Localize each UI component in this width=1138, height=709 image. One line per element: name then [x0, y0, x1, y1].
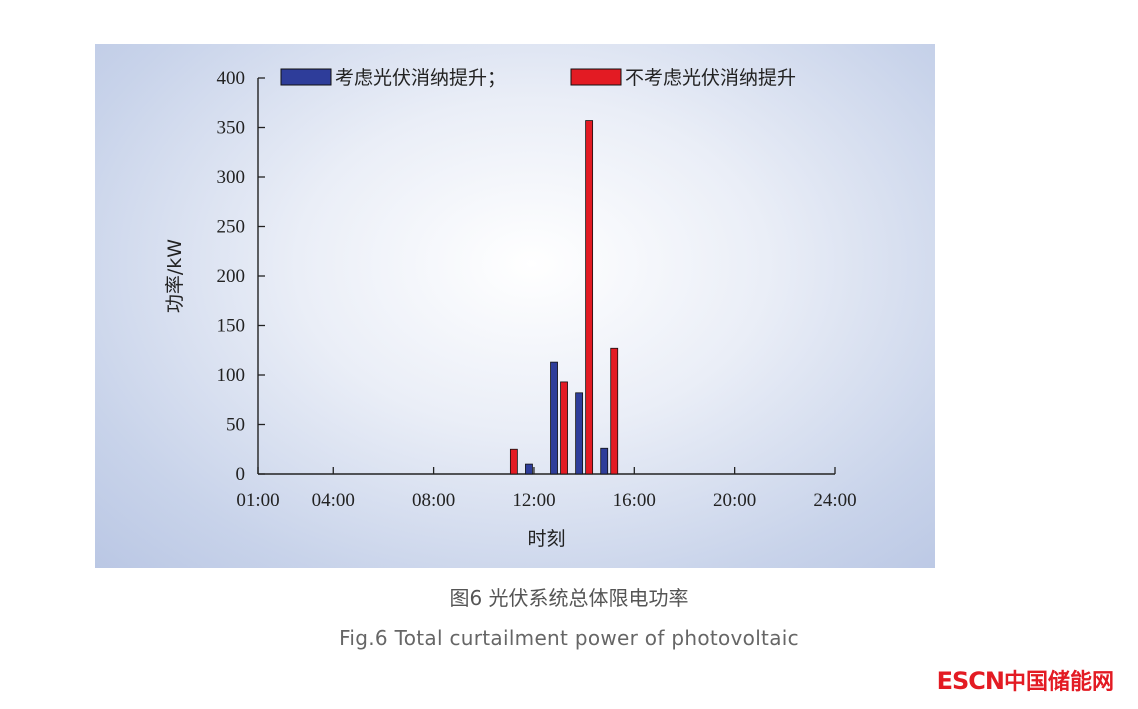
x-axis-label: 时刻 — [527, 528, 565, 550]
bar-chart: 0 50 100 150 200 250 300 350 400 01:00 04:00 08:00 1… — [164, 67, 857, 550]
legend-swatch — [570, 68, 622, 86]
x-tick-label: 01:00 — [236, 490, 279, 511]
chart-figure: 0 50 100 150 200 250 300 350 400 01:00 04:00 08:00 1… — [95, 44, 935, 568]
y-tick-label: 100 — [217, 365, 246, 386]
y-tick-label: 0 — [236, 464, 246, 485]
figure-caption-en: Fig.6 Total curtailment power of photovo… — [339, 626, 799, 650]
bar-not-considered — [610, 347, 619, 475]
y-tick-label: 150 — [217, 316, 246, 337]
x-tick-label: 12:00 — [512, 490, 555, 511]
legend-entry: 不考虑光伏消纳提升 — [625, 67, 796, 89]
legend-entry: 考虑光伏消纳提升； — [335, 67, 506, 89]
y-tick-label: 250 — [217, 217, 246, 238]
y-tick-label: 200 — [217, 266, 246, 287]
bar-considered — [600, 447, 609, 475]
y-tick-label: 400 — [217, 68, 246, 89]
bar-considered — [575, 392, 584, 475]
x-tick-label: 08:00 — [412, 490, 455, 511]
bar-not-considered — [509, 448, 518, 475]
brand-cn: 中国储能网 — [1003, 670, 1114, 695]
y-tick-label: 300 — [217, 167, 246, 188]
y-tick-label: 50 — [226, 415, 245, 436]
bar-not-considered — [560, 381, 568, 475]
brand-latin: ESCN — [936, 667, 1005, 695]
bar-considered — [525, 463, 533, 475]
x-tick-label: 20:00 — [713, 490, 756, 511]
x-tick-label: 16:00 — [613, 490, 656, 511]
brand-logo: ESCN中国储能网 — [937, 664, 1114, 696]
x-tick-label: 04:00 — [312, 490, 355, 511]
bar-not-considered — [585, 120, 594, 475]
y-axis-label: 功率/kW — [164, 239, 186, 313]
y-tick-label: 350 — [217, 118, 246, 139]
bar-considered — [550, 361, 558, 475]
x-tick-label: 24:00 — [813, 490, 856, 511]
legend-swatch — [280, 68, 332, 86]
figure-caption-cn: 图6 光伏系统总体限电功率 — [449, 586, 689, 610]
